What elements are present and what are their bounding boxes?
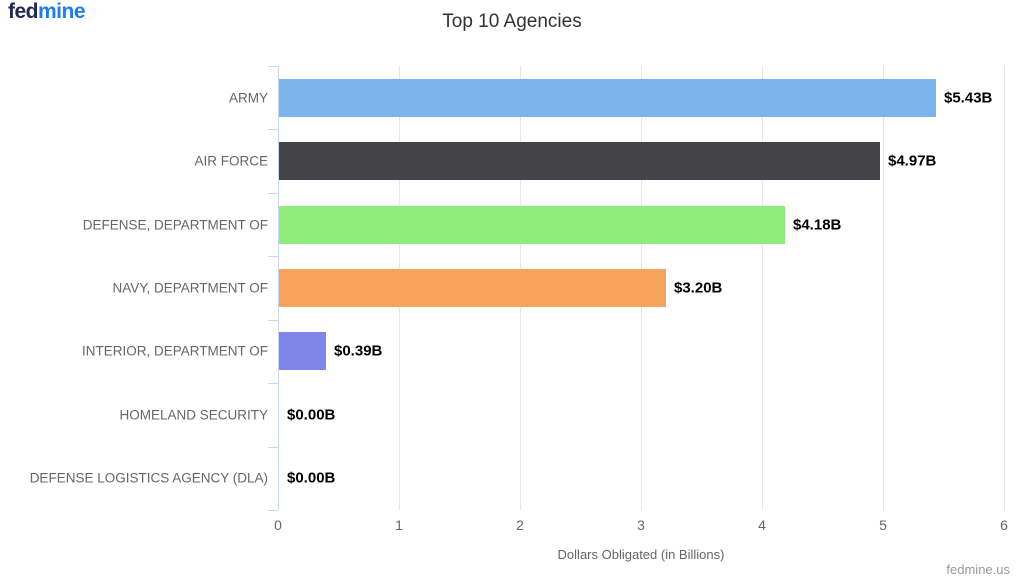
x-axis-tick-label: 5 [879, 517, 887, 533]
category-label: HOMELAND SECURITY [119, 407, 268, 423]
fedmine-logo-fed: fed [8, 0, 39, 23]
bar-navy-department-of[interactable] [279, 269, 666, 307]
category-axis-tick [268, 383, 278, 384]
value-label: $0.00B [287, 469, 336, 487]
category-axis-tick [268, 320, 278, 321]
category-label: NAVY, DEPARTMENT OF [112, 280, 268, 296]
gridline [762, 66, 763, 510]
x-axis-tick-label: 6 [1000, 517, 1008, 533]
x-axis-tick-label: 2 [516, 517, 524, 533]
bar-interior-department-of[interactable] [279, 332, 326, 370]
bar-air-force[interactable] [279, 142, 880, 180]
value-label: $4.18B [793, 216, 842, 234]
value-label: $4.97B [888, 152, 937, 170]
bar-defense-department-of[interactable] [279, 206, 785, 244]
x-axis-title: Dollars Obligated (in Billions) [557, 547, 725, 562]
value-label: $0.00B [287, 406, 336, 424]
chart-title: Top 10 Agencies [442, 11, 582, 32]
x-axis-tick-label: 0 [274, 517, 282, 533]
x-axis-tick-label: 1 [395, 517, 403, 533]
category-label: DEFENSE LOGISTICS AGENCY (DLA) [29, 470, 268, 486]
category-axis-tick [268, 447, 278, 448]
category-label: AIR FORCE [194, 153, 268, 169]
fedmine-logo[interactable]: fedmine [8, 0, 86, 24]
fedmine-logo-mine: mine [38, 0, 86, 23]
bar-army[interactable] [279, 79, 936, 117]
category-label: INTERIOR, DEPARTMENT OF [81, 343, 268, 359]
fedmine-watermark[interactable]: fedmine.us [946, 562, 1010, 577]
category-axis-tick [268, 510, 278, 511]
category-axis-line [278, 66, 279, 510]
gridline [883, 66, 884, 510]
category-axis-tick [268, 193, 278, 194]
category-axis-tick [268, 256, 278, 257]
plot-area: $5.43B $4.97B $4.18B $3.20B $0.39B $0.00B $0.0… [268, 66, 1005, 511]
x-axis-tick-label: 4 [758, 517, 766, 533]
category-label: DEFENSE, DEPARTMENT OF [82, 217, 268, 233]
category-axis-tick [268, 66, 278, 67]
category-label: ARMY [228, 90, 268, 106]
value-label: $0.39B [334, 342, 383, 360]
x-axis-tick-label: 3 [637, 517, 645, 533]
category-axis-tick [268, 129, 278, 130]
value-label: $3.20B [674, 279, 723, 297]
gridline [1004, 66, 1005, 510]
value-label: $5.43B [944, 89, 993, 107]
